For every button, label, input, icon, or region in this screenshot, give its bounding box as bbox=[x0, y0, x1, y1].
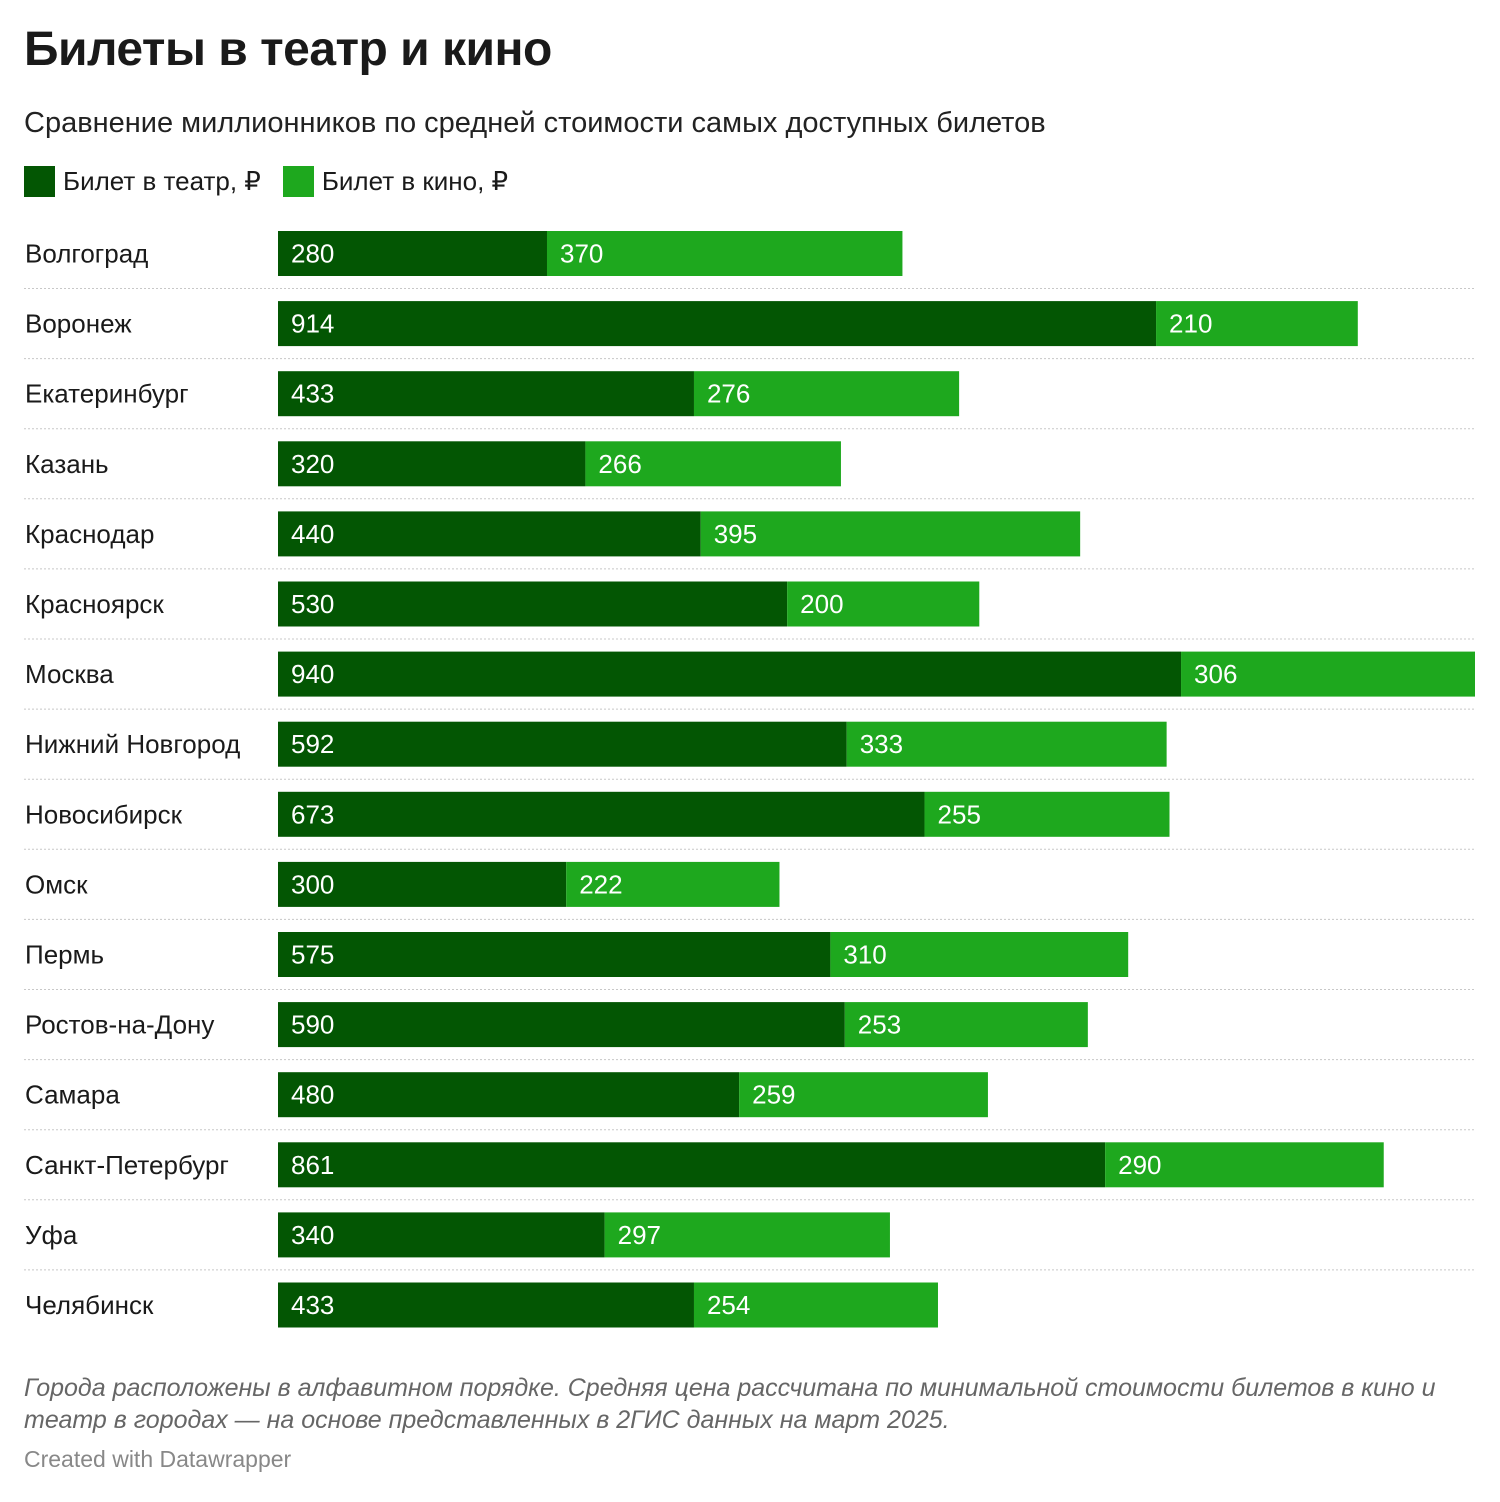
theatre-value-label-14: 340 bbox=[291, 1220, 334, 1250]
chart-title: Билеты в театр и кино bbox=[24, 23, 552, 76]
theatre-bar-14 bbox=[278, 1212, 605, 1258]
cinema-value-label-14: 297 bbox=[618, 1220, 661, 1250]
category-label-3: Казань bbox=[25, 449, 109, 479]
cinema-bar-11 bbox=[844, 1002, 1088, 1048]
cinema-value-label-1: 210 bbox=[1169, 309, 1212, 339]
category-label-11: Ростов-на-Дону bbox=[25, 1010, 214, 1040]
theatre-value-label-9: 300 bbox=[291, 869, 334, 899]
legend-swatch-cinema bbox=[282, 166, 314, 197]
cinema-bar-7 bbox=[846, 721, 1167, 767]
theatre-value-label-2: 433 bbox=[291, 379, 334, 409]
category-label-12: Самара bbox=[25, 1080, 120, 1110]
legend: Билет в театр, ₽ Билет в кино, ₽ bbox=[24, 166, 530, 197]
theatre-bar-11 bbox=[278, 1002, 845, 1048]
cinema-bar-0 bbox=[546, 231, 903, 276]
theatre-value-label-3: 320 bbox=[291, 449, 334, 479]
theatre-bar-6 bbox=[278, 651, 1182, 697]
cinema-value-label-10: 310 bbox=[843, 940, 886, 970]
category-label-5: Красноярск bbox=[25, 589, 164, 619]
category-label-6: Москва bbox=[25, 659, 114, 689]
theatre-bar-3 bbox=[278, 441, 586, 487]
theatre-bar-10 bbox=[278, 932, 831, 977]
theatre-bar-9 bbox=[278, 861, 567, 907]
cinema-value-label-13: 290 bbox=[1118, 1150, 1161, 1180]
cinema-bar-6 bbox=[1181, 651, 1475, 697]
category-label-10: Пермь bbox=[25, 940, 104, 970]
theatre-bar-13 bbox=[278, 1142, 1106, 1188]
legend-item-cinema: Билет в кино, ₽ bbox=[282, 166, 509, 197]
cinema-value-label-11: 253 bbox=[858, 1010, 901, 1040]
cinema-bar-9 bbox=[566, 861, 780, 907]
cinema-value-label-3: 266 bbox=[598, 449, 641, 479]
cinema-value-label-6: 306 bbox=[1194, 659, 1237, 689]
theatre-bar-12 bbox=[278, 1072, 740, 1118]
cinema-value-label-9: 222 bbox=[579, 869, 622, 899]
theatre-bar-5 bbox=[278, 581, 788, 627]
credit-line: Created with Datawrapper bbox=[24, 1446, 292, 1472]
cinema-bar-5 bbox=[787, 581, 980, 627]
legend-label-theatre: Билет в театр, ₽ bbox=[63, 166, 261, 196]
theatre-bar-8 bbox=[278, 791, 925, 837]
footnote: Города расположены в алфавитном порядке.… bbox=[24, 1374, 1436, 1434]
cinema-bar-8 bbox=[924, 791, 1170, 837]
theatre-value-label-8: 673 bbox=[291, 799, 334, 829]
theatre-value-label-7: 592 bbox=[291, 729, 334, 759]
category-label-4: Краснодар bbox=[25, 519, 154, 549]
legend-swatch-theatre bbox=[24, 166, 55, 197]
cinema-value-label-8: 255 bbox=[938, 799, 981, 829]
theatre-bar-4 bbox=[278, 511, 701, 557]
theatre-bar-15 bbox=[278, 1282, 694, 1328]
theatre-value-label-1: 914 bbox=[291, 309, 334, 339]
category-label-0: Волгоград bbox=[25, 239, 148, 269]
cinema-value-label-15: 254 bbox=[707, 1290, 750, 1320]
theatre-bar-1 bbox=[278, 301, 1157, 347]
legend-label-cinema: Билет в кино, ₽ bbox=[321, 166, 509, 196]
category-label-7: Нижний Новгород bbox=[25, 729, 240, 759]
cinema-value-label-12: 259 bbox=[752, 1080, 795, 1110]
theatre-value-label-4: 440 bbox=[291, 519, 334, 549]
theatre-value-label-10: 575 bbox=[291, 940, 334, 970]
cinema-bar-13 bbox=[1105, 1142, 1384, 1188]
legend-item-theatre: Билет в театр, ₽ bbox=[24, 166, 261, 197]
theatre-value-label-13: 861 bbox=[291, 1150, 334, 1180]
cinema-bar-14 bbox=[604, 1212, 890, 1258]
theatre-value-label-6: 940 bbox=[291, 659, 334, 689]
cinema-bar-10 bbox=[830, 932, 1129, 977]
cinema-value-label-7: 333 bbox=[860, 729, 903, 759]
category-label-14: Уфа bbox=[25, 1220, 78, 1250]
theatre-value-label-5: 530 bbox=[291, 589, 334, 619]
category-label-8: Новосибирск bbox=[25, 799, 183, 829]
cinema-bar-4 bbox=[700, 511, 1081, 557]
theatre-bar-0 bbox=[278, 231, 547, 276]
cinema-bar-15 bbox=[693, 1282, 938, 1328]
theatre-bar-7 bbox=[278, 721, 847, 767]
category-label-1: Воронеж bbox=[25, 309, 132, 339]
cinema-bar-1 bbox=[1156, 301, 1358, 347]
cinema-bar-12 bbox=[739, 1072, 988, 1118]
category-label-2: Екатеринбург bbox=[25, 379, 189, 409]
cinema-value-label-2: 276 bbox=[707, 379, 750, 409]
theatre-bar-2 bbox=[278, 371, 694, 417]
theatre-value-label-15: 433 bbox=[291, 1290, 334, 1320]
cinema-bar-2 bbox=[693, 371, 960, 417]
chart-subtitle: Сравнение миллионников по средней стоимо… bbox=[24, 107, 1046, 139]
theatre-value-label-11: 590 bbox=[291, 1010, 334, 1040]
cinema-bar-3 bbox=[585, 441, 841, 487]
category-label-15: Челябинск bbox=[25, 1290, 154, 1320]
cinema-value-label-5: 200 bbox=[800, 589, 843, 619]
cinema-value-label-0: 370 bbox=[560, 239, 603, 269]
theatre-value-label-0: 280 bbox=[291, 239, 334, 269]
category-label-9: Омск bbox=[25, 869, 88, 899]
cinema-value-label-4: 395 bbox=[714, 519, 757, 549]
theatre-value-label-12: 480 bbox=[291, 1080, 334, 1110]
category-label-13: Санкт-Петербург bbox=[25, 1150, 229, 1180]
